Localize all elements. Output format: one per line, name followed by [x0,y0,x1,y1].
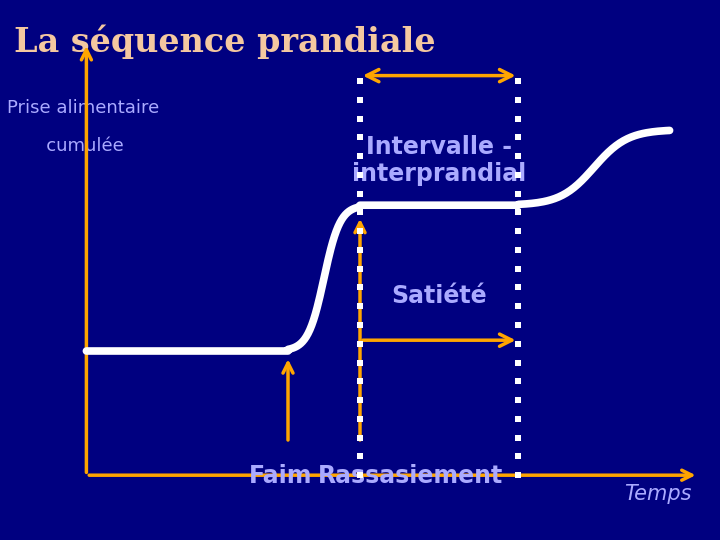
Text: Rassasiement: Rassasiement [318,464,503,488]
Text: Satiété: Satiété [392,284,487,308]
Text: Prise alimentaire: Prise alimentaire [7,99,159,117]
Text: La séquence prandiale: La séquence prandiale [14,24,436,59]
Text: cumulée: cumulée [29,137,124,155]
Text: Faim: Faim [249,464,312,488]
Text: Intervalle -
interprandial: Intervalle - interprandial [352,134,526,186]
Text: Temps: Temps [624,484,691,504]
